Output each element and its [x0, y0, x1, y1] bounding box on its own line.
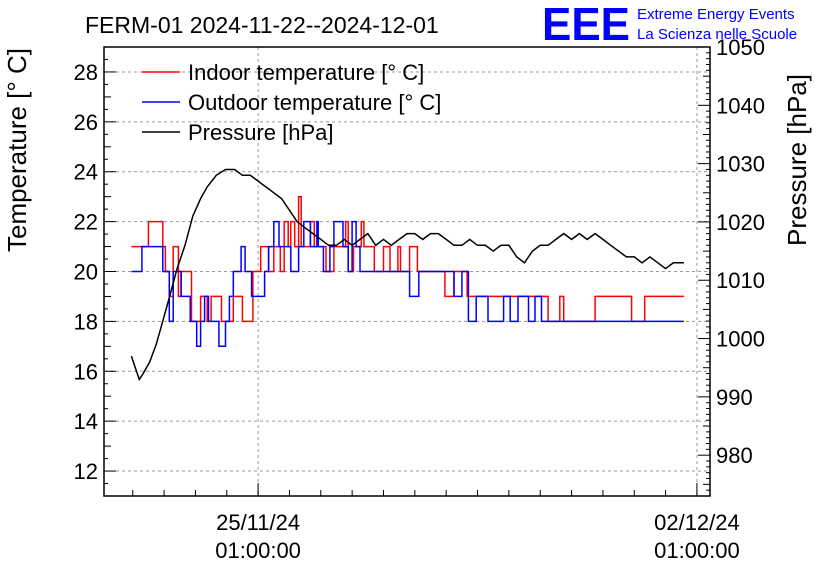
eee-logo: EEE Extreme Energy Events La Scienza nel… — [542, 0, 797, 50]
x-tick-label-time: 01:00:00 — [654, 538, 740, 563]
legend-entry: Pressure [hPa] — [188, 120, 334, 145]
right-tick-label: 1010 — [716, 268, 765, 293]
left-tick-label: 14 — [74, 409, 98, 434]
eee-logo-line1: Extreme Energy Events — [637, 6, 795, 23]
left-tick-label: 26 — [74, 110, 98, 135]
right-tick-label: 1030 — [716, 152, 765, 177]
x-tick-label-date: 25/11/24 — [216, 510, 300, 535]
right-tick-label: 1040 — [716, 93, 765, 118]
legend-entry: Outdoor temperature [° C] — [188, 90, 441, 115]
outdoor-temperature-line — [131, 220, 684, 348]
x-tick-label-time: 01:00:00 — [215, 538, 301, 563]
eee-logo-line2: La Scienza nelle Scuole — [637, 26, 797, 43]
eee-logo-mark: EEE — [542, 0, 630, 50]
legend: Indoor temperature [° C] Outdoor temperat… — [142, 60, 441, 145]
legend-entry: Indoor temperature [° C] — [188, 60, 424, 85]
right-tick-label: 1000 — [716, 327, 765, 352]
indoor-temperature-line — [131, 195, 684, 323]
left-tick-label: 12 — [74, 459, 98, 484]
left-tick-label: 20 — [74, 260, 98, 285]
left-tick-label: 16 — [74, 359, 98, 384]
x-axis: 25/11/24 01:00:00 02/12/24 01:00:00 — [132, 483, 740, 563]
left-tick-label: 28 — [74, 60, 98, 85]
left-tick-label: 24 — [74, 160, 98, 185]
right-tick-label: 980 — [716, 443, 753, 468]
left-tick-label: 22 — [74, 210, 98, 235]
right-tick-label: 1050 — [716, 35, 765, 60]
left-axis: 12 14 16 18 20 22 24 26 28 — [74, 46, 116, 497]
chart-title: FERM-01 2024-11-22--2024-12-01 — [85, 12, 439, 38]
series-layer — [130, 168, 684, 382]
right-axis: 980 990 1000 1010 1020 1030 1040 1050 — [698, 35, 765, 497]
y-axis-label: Temperature [° C] — [2, 48, 32, 252]
right-tick-label: 1020 — [716, 210, 765, 235]
right-tick-label: 990 — [716, 385, 753, 410]
left-tick-label: 18 — [74, 309, 98, 334]
y2-axis-label: Pressure [hPa] — [782, 74, 812, 246]
x-tick-label-date: 02/12/24 — [654, 510, 740, 535]
pressure-line — [130, 168, 684, 382]
